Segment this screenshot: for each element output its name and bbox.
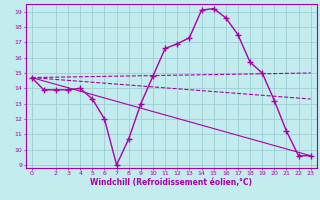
X-axis label: Windchill (Refroidissement éolien,°C): Windchill (Refroidissement éolien,°C) bbox=[90, 178, 252, 187]
